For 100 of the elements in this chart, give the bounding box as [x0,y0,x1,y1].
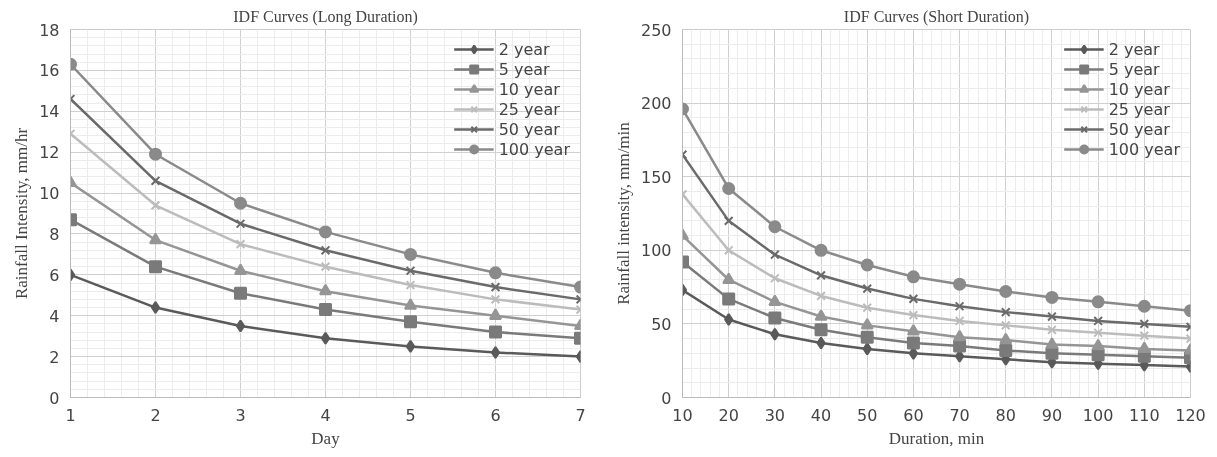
y-tick-label: 150 [640,167,672,187]
point [953,329,967,342]
point [816,270,826,281]
point [908,310,919,320]
point [1045,337,1059,349]
point [862,283,873,294]
point [768,311,782,325]
point [149,232,162,245]
x-axis-title: Day [311,428,341,448]
point [150,200,161,211]
y-tick-label: 50 [651,314,672,334]
point [906,323,920,336]
point [723,215,734,226]
y-tick-label: 0 [661,388,672,408]
point [999,285,1013,299]
x-tick-label: 7 [575,405,586,425]
point [405,339,416,353]
point [405,265,416,276]
y-tick-label: 100 [640,241,672,261]
point [954,301,965,312]
y-tick-label: 14 [39,102,60,122]
legend-label: 50 year [498,119,560,139]
point [149,147,162,161]
point [906,270,920,284]
point [1091,338,1105,351]
legend-label: 25 year [1108,99,1170,119]
point [860,330,874,344]
y-axis-title: Rainfall Intensity, mm/hr [12,127,32,300]
point [235,239,246,250]
x-tick-label: 1 [65,405,76,425]
point [814,323,828,337]
x-tick-label: 6 [490,405,501,425]
point [489,308,502,320]
point [814,309,828,321]
point [490,294,501,305]
point [1139,319,1150,329]
point [404,315,417,329]
point [816,291,826,301]
x-tick-label: 70 [949,405,970,425]
legend-label: 10 year [1108,79,1170,99]
point [320,245,331,256]
point [490,282,501,292]
y-tick-label: 2 [49,347,60,367]
point [404,247,417,261]
point [769,273,780,284]
point [722,272,736,284]
point [490,346,501,360]
legend-label: 2 year [498,39,550,59]
y-tick-label: 250 [640,20,672,40]
point [489,266,502,280]
x-tick-label: 90 [1041,405,1063,425]
point [862,302,873,313]
y-axis-title: Rainfall intensity, mm/min [613,121,633,305]
point [722,292,736,306]
point [768,220,782,234]
x-tick-label: 60 [903,405,924,425]
y-tick-label: 12 [39,143,60,163]
x-tick-label: 40 [810,405,832,425]
legend-label: 100 year [498,139,570,159]
point [1047,324,1057,335]
point [1047,311,1057,322]
point [234,263,247,275]
x-tick-label: 10 [672,405,693,425]
point [149,260,162,274]
x-tick-label: 20 [718,405,739,425]
x-tick-label: 50 [857,405,878,425]
chart-title: IDF Curves (Long Duration) [233,7,418,26]
point [908,293,919,304]
point [722,181,736,195]
y-tick-label: 0 [49,388,60,408]
legend-label: 5 year [1108,59,1160,79]
point [319,303,332,317]
point [319,283,332,296]
legend-label: 10 year [498,79,560,99]
x-tick-label: 100 [1082,405,1114,425]
point [404,298,417,310]
x-tick-label: 30 [764,405,786,425]
point [1000,320,1011,331]
y-tick-label: 200 [640,94,672,114]
point [768,294,782,306]
point [814,243,828,257]
point [320,331,331,345]
legend-label: 100 year [1108,139,1180,159]
point [816,336,826,350]
x-tick-label: 5 [405,405,416,425]
point [953,277,967,291]
y-tick-label: 6 [49,265,60,285]
x-tick-label: 3 [235,405,246,425]
y-tick-label: 10 [39,184,60,204]
legend-label: 25 year [498,99,560,119]
point [906,336,920,350]
point [405,280,416,290]
point [724,312,734,326]
point [320,261,331,272]
point [860,318,874,330]
point [862,342,872,356]
chart-title: IDF Curves (Short Duration) [843,7,1030,26]
point [150,175,161,186]
point [999,343,1013,357]
point [234,196,247,210]
